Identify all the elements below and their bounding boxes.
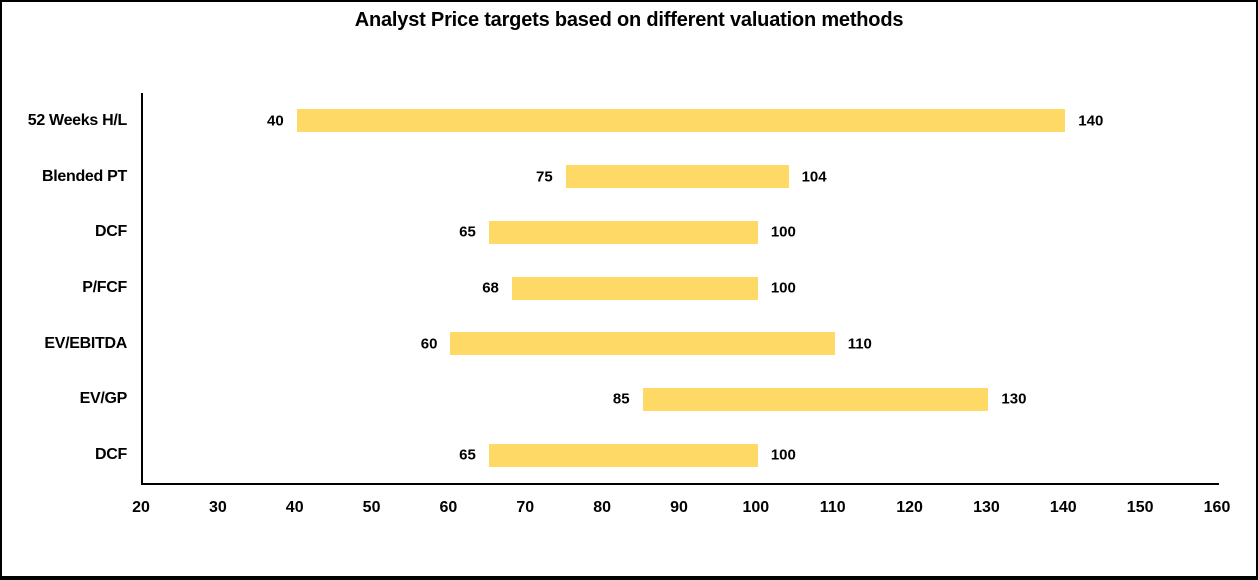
y-category-label: DCF: [95, 223, 127, 241]
bar-high-label: 100: [770, 446, 796, 464]
x-axis-ticks: 20 30 40 50 60 70 80 90 100 110 120 130 140 150 160: [132, 499, 1230, 521]
bar-low-label: 60: [420, 335, 438, 353]
bar-low-label: 40: [267, 112, 284, 130]
y-category-label: EV/EBITDA: [44, 334, 127, 352]
x-tick-label: 80: [593, 499, 612, 516]
x-tick-label: 160: [1203, 499, 1231, 516]
x-tick-label: 100: [742, 499, 770, 516]
x-tick-label: 30: [208, 499, 227, 516]
range-bar: [488, 443, 758, 467]
x-tick-label: 130: [973, 499, 1000, 516]
bar-low-label: 75: [536, 168, 553, 186]
bar-high-label: 110: [847, 335, 872, 353]
y-category-label: EV/GP: [79, 390, 128, 408]
plot-area: 40 140 75 104 65 100 68 100 60 110 85 130 65 100: [141, 93, 1219, 485]
range-bar: [565, 165, 789, 189]
bar-high-label: 104: [801, 168, 827, 186]
bar-high-label: 100: [770, 279, 796, 297]
x-tick-label: 110: [819, 499, 846, 516]
x-tick-label: 60: [439, 499, 458, 516]
y-category-label: DCF: [95, 446, 127, 464]
range-bar: [488, 220, 758, 244]
y-category-label: 52 Weeks H/L: [27, 111, 128, 129]
x-tick-label: 40: [285, 499, 304, 516]
y-category-label: P/FCF: [82, 279, 127, 296]
x-tick-label: 120: [896, 499, 923, 516]
chart-title: Analyst Price targets based on different…: [354, 9, 904, 31]
range-bar: [450, 332, 835, 356]
x-tick-label: 70: [516, 499, 535, 516]
bar-high-label: 140: [1078, 112, 1104, 130]
bar-high-label: 130: [1001, 390, 1027, 408]
x-tick-label: 20: [132, 499, 150, 516]
y-axis-labels: 52 Weeks H/L Blended PT DCF P/FCF EV/EBITDA E…: [2, 93, 133, 485]
range-bar: [642, 387, 989, 411]
y-category-label: Blended PT: [41, 167, 127, 185]
x-tick-label: 140: [1049, 499, 1077, 516]
bar-low-label: 68: [482, 279, 499, 297]
x-tick-label: 150: [1126, 499, 1154, 516]
range-bar: [296, 109, 1066, 133]
bar-low-label: 65: [459, 446, 476, 464]
range-bar: [511, 276, 758, 300]
x-tick-label: 90: [670, 499, 688, 516]
bar-low-label: 85: [612, 390, 630, 408]
x-tick-label: 50: [362, 499, 381, 516]
bar-low-label: 65: [459, 223, 476, 241]
bar-high-label: 100: [770, 223, 796, 241]
